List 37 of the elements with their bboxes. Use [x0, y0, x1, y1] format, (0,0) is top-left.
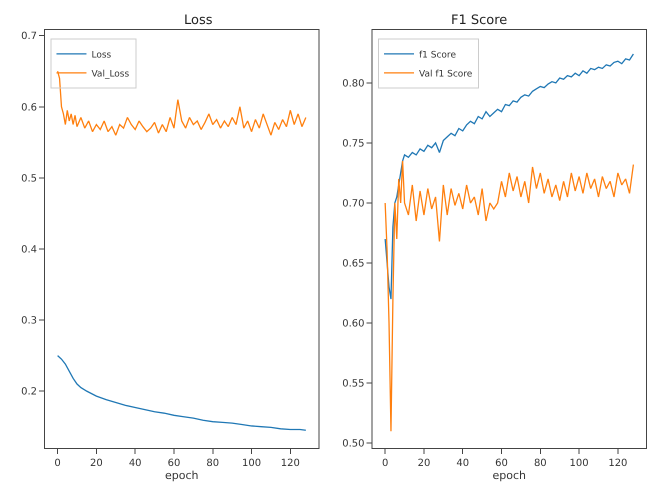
- chart-title: Loss: [184, 13, 213, 28]
- y-tick-label: 0.65: [342, 258, 365, 270]
- line-series: [56, 354, 306, 431]
- x-tick-label: 60: [168, 458, 180, 469]
- y-tick-label: 0.55: [342, 378, 365, 390]
- x-axis-title: epoch: [164, 469, 199, 482]
- y-tick-label: 0.60: [342, 318, 365, 330]
- x-tick-label: 120: [608, 458, 628, 469]
- x-tick-label: 0: [54, 458, 61, 469]
- y-tick-label: 0.80: [342, 78, 365, 90]
- legend-label: Val f1 Score: [419, 69, 473, 80]
- y-tick-label: 0.7: [21, 31, 37, 42]
- line-series: [384, 160, 634, 432]
- x-tick-label: 60: [495, 458, 508, 469]
- x-tick-label: 40: [456, 458, 470, 469]
- y-tick-label: 0.70: [342, 198, 365, 210]
- x-tick-label: 20: [418, 458, 430, 469]
- legend-label: Loss: [91, 50, 112, 60]
- y-tick-label: 0.3: [21, 316, 37, 327]
- x-tick-label: 80: [206, 458, 220, 469]
- y-tick-label: 0.2: [21, 386, 37, 398]
- y-tick-label: 0.4: [21, 244, 37, 256]
- legend-label: Val_Loss: [91, 69, 130, 80]
- x-axis-title: epoch: [492, 469, 526, 482]
- x-tick-label: 20: [90, 458, 103, 469]
- x-tick-label: 100: [242, 458, 262, 469]
- x-tick-label: 40: [128, 458, 142, 469]
- x-tick-label: 120: [280, 458, 300, 469]
- x-tick-label: 80: [534, 458, 547, 469]
- x-tick-label: 0: [382, 458, 388, 469]
- y-tick-label: 0.5: [21, 173, 37, 184]
- y-tick-label: 0.50: [342, 438, 365, 450]
- chart-title: F1 Score: [451, 13, 508, 28]
- legend-label: f1 Score: [419, 50, 456, 60]
- y-tick-label: 0.75: [342, 138, 365, 150]
- y-tick-label: 0.6: [21, 102, 37, 114]
- x-tick-label: 100: [570, 458, 589, 469]
